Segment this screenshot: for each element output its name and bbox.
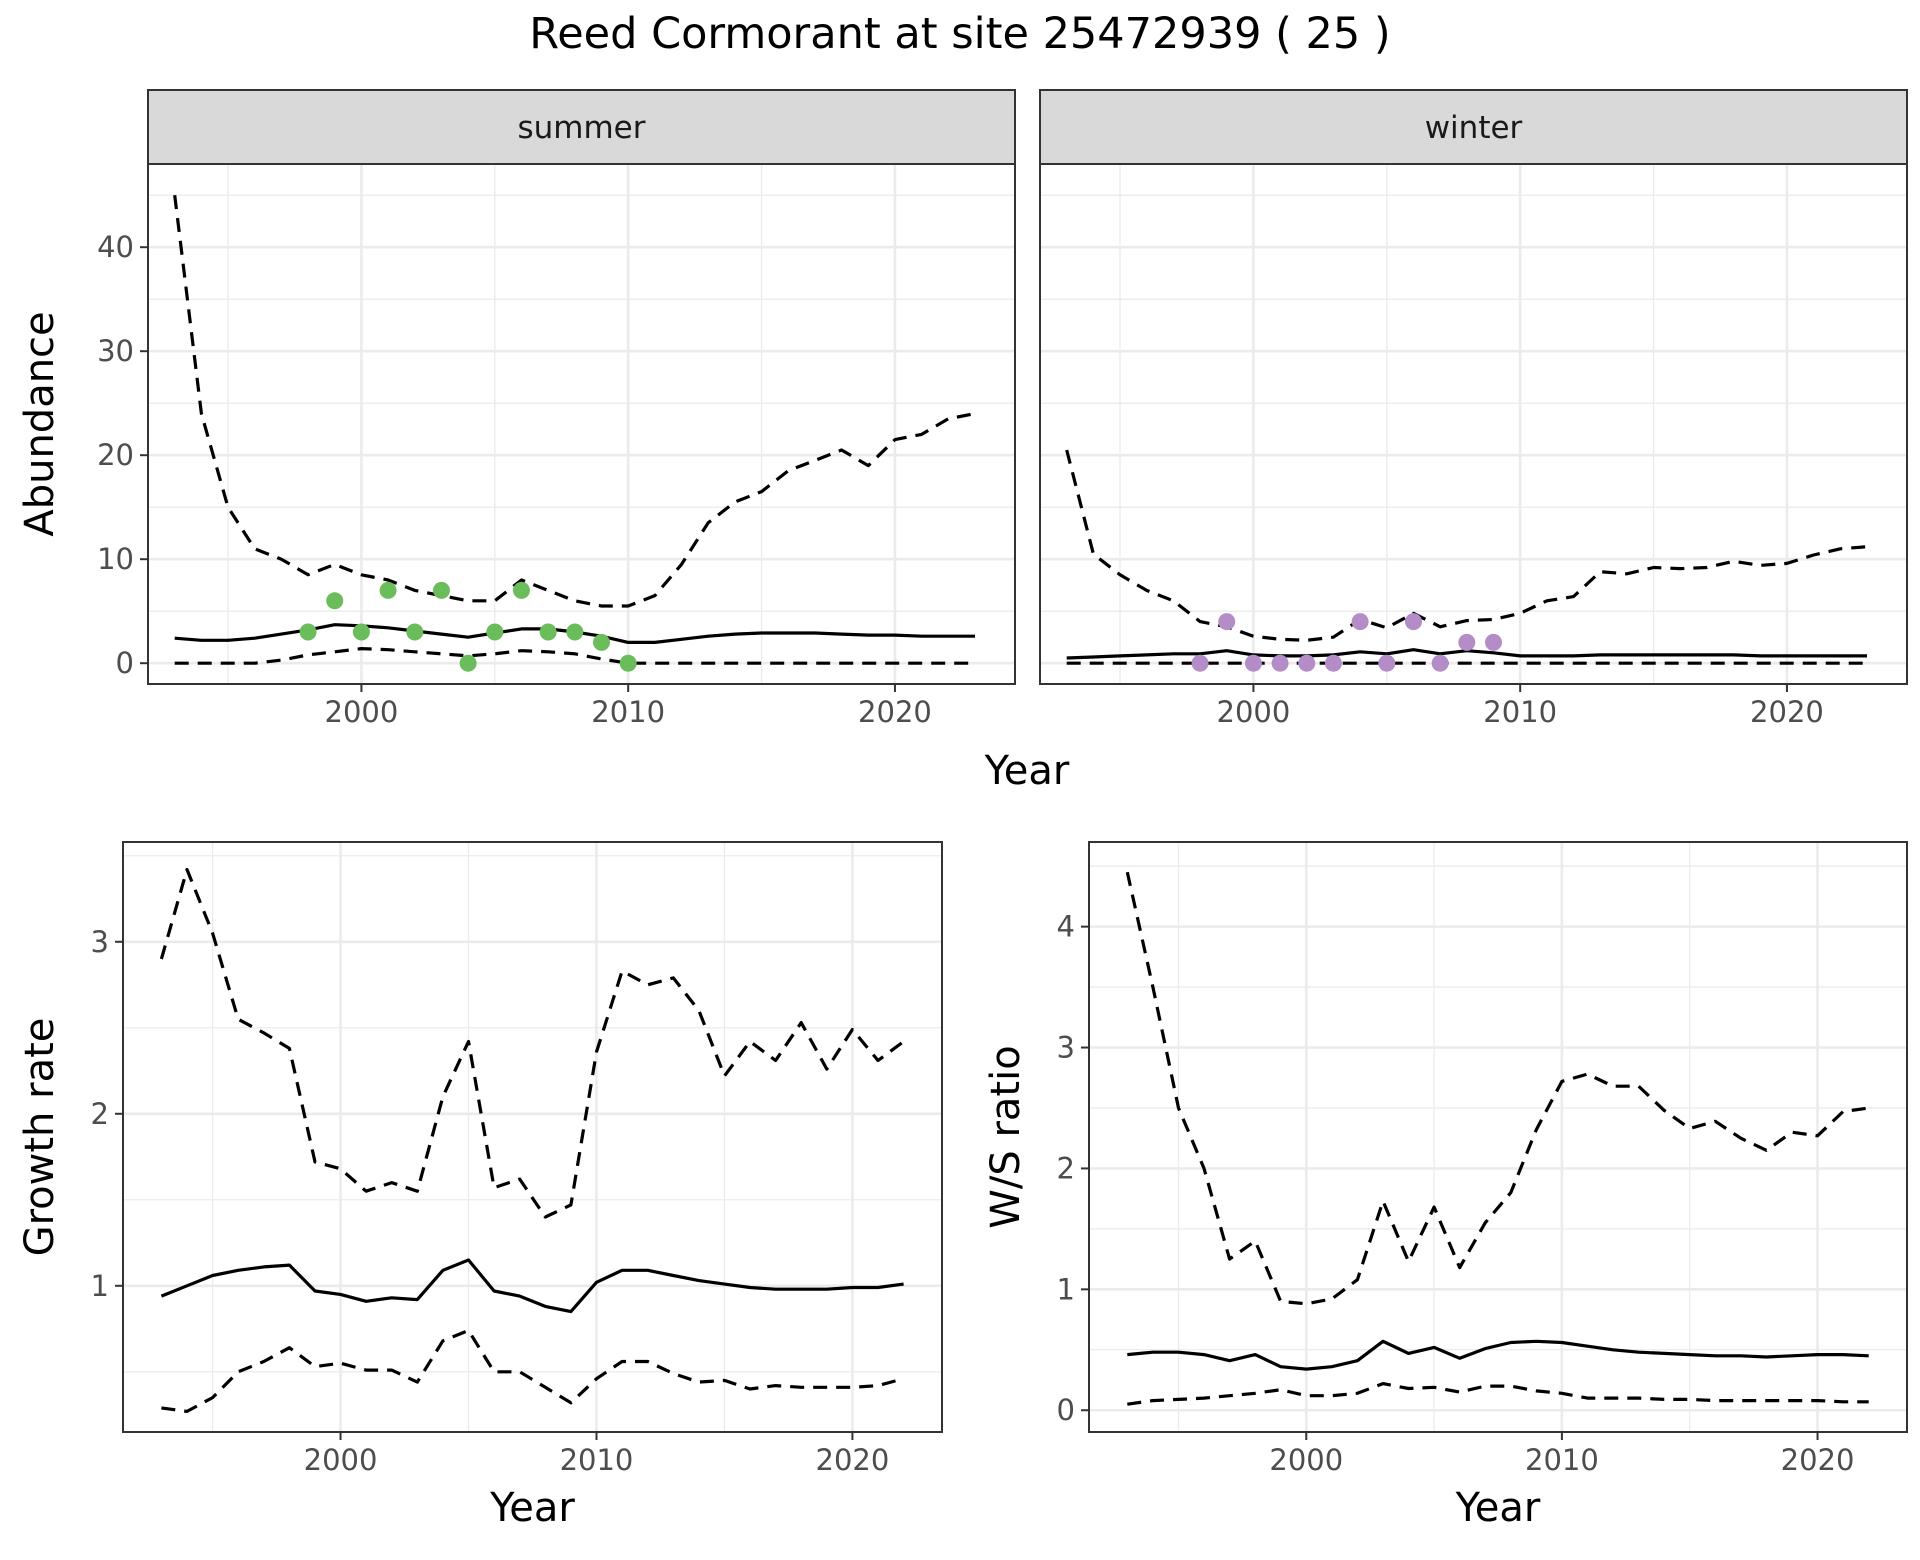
y-axis-title: W/S ratio <box>983 1045 1029 1228</box>
observed-point <box>1404 613 1422 631</box>
x-tick-label: 2010 <box>1483 695 1557 729</box>
y-tick-label: 2 <box>1057 1151 1075 1185</box>
x-axis-title: Year <box>1455 1485 1541 1531</box>
series-line-upper <box>1065 449 1868 642</box>
series-line-lower <box>174 646 975 665</box>
x-tick-label: 2000 <box>304 1443 378 1477</box>
observed-point <box>379 581 397 599</box>
y-tick-label: 1 <box>91 1269 109 1303</box>
observed-point <box>1218 613 1236 631</box>
series-line-mean <box>1127 1339 1869 1371</box>
observed-point <box>406 623 424 641</box>
x-tick-label: 2020 <box>816 1443 890 1477</box>
x-tick-label: 2000 <box>1269 1443 1343 1477</box>
panel-growth-rate: 2000 2010 2020 1 2 3 Growth rate Year <box>17 841 943 1531</box>
facet-strip <box>147 89 1016 165</box>
observed-point <box>432 581 450 599</box>
series-line-upper <box>1125 871 1869 1306</box>
observed-point <box>1191 654 1209 672</box>
y-tick-label: 10 <box>97 542 134 576</box>
observed-point <box>326 592 344 610</box>
observed-point <box>1485 633 1503 651</box>
observed-point <box>619 654 637 672</box>
x-tick-label: 2000 <box>325 695 399 729</box>
observed-point <box>566 623 584 641</box>
y-tick-label: 3 <box>91 925 109 959</box>
x-tick-label: 2010 <box>1525 1443 1599 1477</box>
y-tick-label: 2 <box>91 1097 109 1131</box>
top-x-axis-title: Year <box>984 748 1070 794</box>
observed-point <box>593 633 611 651</box>
panel-abundance-winter: winter 2000 2010 2020 <box>1039 89 1908 729</box>
series-line-mean <box>160 1258 904 1314</box>
y-axis-title: Abundance <box>17 311 63 536</box>
y-axis-title: Growth rate <box>17 1018 63 1257</box>
y-tick-label: 40 <box>97 230 134 264</box>
x-tick-label: 2020 <box>1750 695 1824 729</box>
observed-point <box>1324 654 1342 672</box>
observed-point <box>1298 654 1316 672</box>
panel-background <box>1089 842 1907 1432</box>
y-tick-label: 20 <box>97 438 134 472</box>
y-tick-label: 3 <box>1057 1031 1075 1065</box>
x-tick-label: 2020 <box>858 695 932 729</box>
y-tick-label: 30 <box>97 334 134 368</box>
observed-point <box>512 581 530 599</box>
observed-point <box>459 654 477 672</box>
y-tick-label: 4 <box>1057 910 1075 944</box>
y-tick-label: 0 <box>1057 1393 1075 1427</box>
observed-point <box>1431 654 1449 672</box>
observed-point <box>486 623 504 641</box>
y-tick-label: 0 <box>116 646 134 680</box>
panel-abundance-summer: summer 2000 2010 2020 0 10 20 30 40 Abundance <box>17 89 1016 729</box>
panel-ws-ratio: 2000 2010 2020 0 1 2 3 4 W/S ratio Year <box>983 841 1908 1531</box>
panel-background <box>148 164 1015 684</box>
series-line-upper <box>159 867 905 1219</box>
panel-background <box>123 842 942 1432</box>
panel-border <box>1088 841 1908 1433</box>
facet-strip-label: winter <box>1425 110 1523 146</box>
x-tick-label: 2010 <box>560 1443 634 1477</box>
observed-point <box>299 623 317 641</box>
panel-background <box>1040 164 1907 684</box>
panel-border <box>122 841 943 1433</box>
series-line-upper <box>173 195 976 608</box>
observed-point <box>1378 654 1396 672</box>
facet-strip-label: summer <box>517 110 645 146</box>
observed-point <box>1351 613 1369 631</box>
observed-point <box>1244 654 1262 672</box>
x-tick-label: 2020 <box>1781 1443 1855 1477</box>
x-tick-label: 2010 <box>591 695 665 729</box>
x-tick-label: 2000 <box>1217 695 1291 729</box>
observed-point <box>1271 654 1289 672</box>
series-line-lower <box>1127 1381 1869 1406</box>
figure-title: Reed Cormorant at site 25472939 ( 25 ) <box>529 9 1390 59</box>
observed-point <box>352 623 370 641</box>
observed-point <box>1458 633 1476 651</box>
series-line-lower <box>161 1328 905 1414</box>
y-tick-label: 1 <box>1057 1272 1075 1306</box>
x-axis-title: Year <box>489 1485 575 1531</box>
facet-strip <box>1039 89 1908 165</box>
observed-point <box>539 623 557 641</box>
